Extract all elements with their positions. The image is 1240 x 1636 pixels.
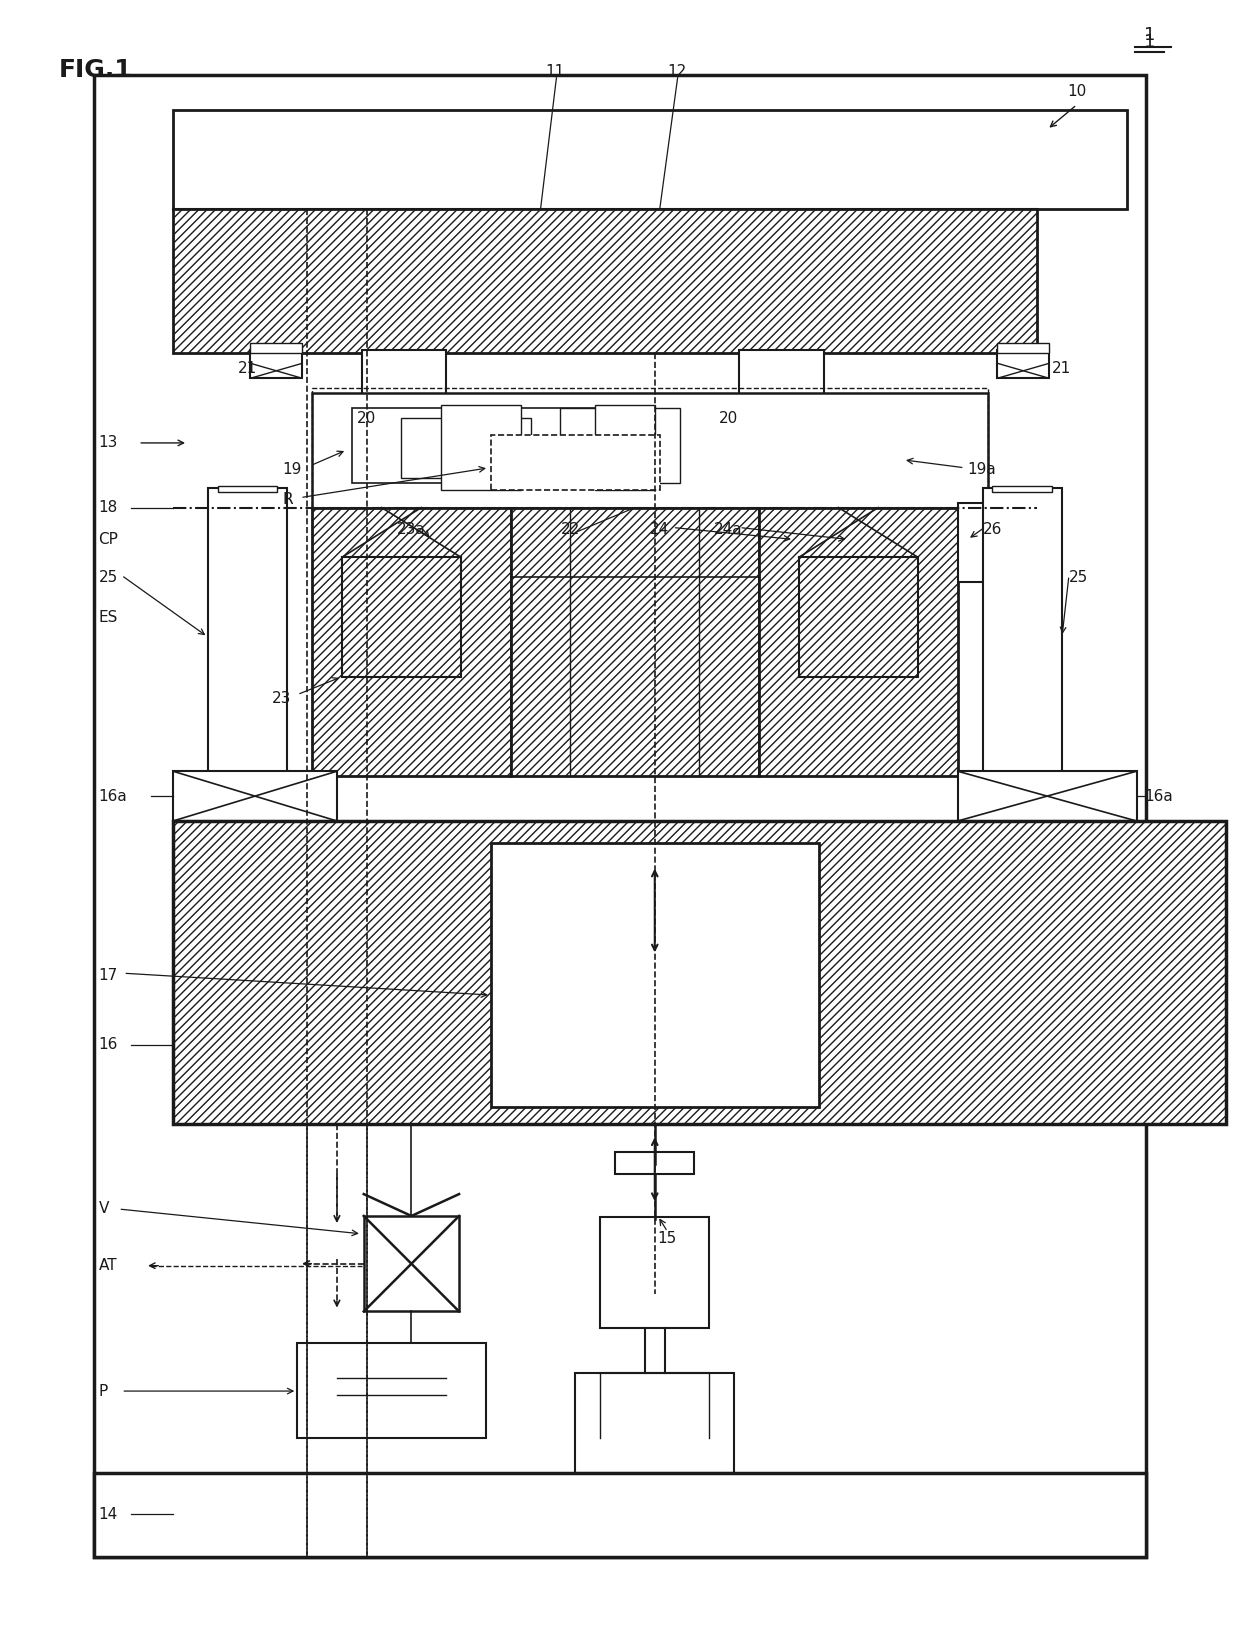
Text: ES: ES bbox=[98, 610, 118, 625]
Text: 25: 25 bbox=[98, 569, 118, 584]
Text: 19a: 19a bbox=[967, 463, 997, 478]
Bar bbox=[491, 843, 818, 1106]
Bar bbox=[402, 419, 531, 478]
Bar bbox=[754, 396, 808, 430]
Bar bbox=[342, 558, 461, 677]
Bar bbox=[312, 388, 987, 512]
Bar bbox=[992, 772, 1052, 779]
Bar bbox=[992, 486, 1052, 492]
Text: 21: 21 bbox=[238, 362, 257, 376]
Bar bbox=[799, 558, 918, 677]
Text: 24: 24 bbox=[650, 522, 670, 537]
Bar bbox=[208, 488, 288, 775]
Bar bbox=[218, 772, 278, 779]
Bar bbox=[560, 407, 680, 483]
Text: AT: AT bbox=[98, 1258, 117, 1273]
Text: 17: 17 bbox=[98, 969, 118, 983]
Bar bbox=[218, 486, 278, 492]
Bar bbox=[511, 507, 759, 775]
Text: 16a: 16a bbox=[1145, 789, 1173, 803]
Bar bbox=[441, 406, 521, 489]
Text: P: P bbox=[98, 1384, 108, 1399]
Text: 20: 20 bbox=[719, 411, 739, 425]
Bar bbox=[250, 344, 303, 353]
Text: FIG.1: FIG.1 bbox=[58, 57, 133, 82]
Text: 24a: 24a bbox=[714, 522, 743, 537]
Text: 26: 26 bbox=[982, 522, 1002, 537]
Text: 11: 11 bbox=[546, 64, 564, 79]
Bar bbox=[174, 110, 1127, 209]
Bar bbox=[759, 507, 957, 775]
Text: 19: 19 bbox=[283, 463, 301, 478]
Bar bbox=[298, 1343, 486, 1438]
Text: 22: 22 bbox=[560, 522, 579, 537]
Bar bbox=[491, 435, 660, 489]
Bar bbox=[982, 488, 1061, 775]
Text: 16a: 16a bbox=[98, 789, 128, 803]
Bar bbox=[174, 821, 1226, 1124]
Bar bbox=[377, 396, 432, 430]
Text: CP: CP bbox=[98, 532, 118, 546]
Bar bbox=[957, 771, 1137, 821]
Text: 21: 21 bbox=[1052, 362, 1071, 376]
Text: 1: 1 bbox=[1145, 33, 1156, 51]
Text: 16: 16 bbox=[98, 1037, 118, 1052]
Text: V: V bbox=[98, 1201, 109, 1217]
Bar bbox=[352, 407, 640, 483]
Bar bbox=[174, 771, 337, 821]
Text: 13: 13 bbox=[98, 435, 118, 450]
Text: 12: 12 bbox=[667, 64, 687, 79]
Bar bbox=[957, 502, 1042, 582]
Text: R: R bbox=[283, 492, 293, 507]
Bar bbox=[312, 393, 987, 507]
Bar bbox=[739, 350, 823, 398]
Text: 15: 15 bbox=[657, 1232, 677, 1247]
Bar bbox=[312, 507, 511, 775]
Bar bbox=[250, 350, 303, 378]
Bar bbox=[575, 1373, 734, 1472]
Text: 25: 25 bbox=[1069, 569, 1089, 584]
Text: 1: 1 bbox=[1145, 26, 1156, 44]
Bar bbox=[362, 350, 446, 398]
Bar bbox=[93, 75, 1147, 1557]
Text: 14: 14 bbox=[98, 1507, 118, 1521]
Bar bbox=[174, 209, 1037, 353]
Text: 23: 23 bbox=[273, 690, 291, 707]
Bar bbox=[600, 1217, 709, 1328]
Text: 10: 10 bbox=[1066, 83, 1086, 100]
Bar bbox=[615, 1152, 694, 1175]
Text: 20: 20 bbox=[357, 411, 376, 425]
Text: 23a: 23a bbox=[397, 522, 425, 537]
Bar bbox=[997, 350, 1049, 378]
Bar bbox=[93, 1472, 1147, 1557]
Bar bbox=[595, 406, 655, 489]
Text: 18: 18 bbox=[98, 501, 118, 515]
Bar bbox=[997, 344, 1049, 353]
Bar bbox=[363, 1216, 459, 1312]
